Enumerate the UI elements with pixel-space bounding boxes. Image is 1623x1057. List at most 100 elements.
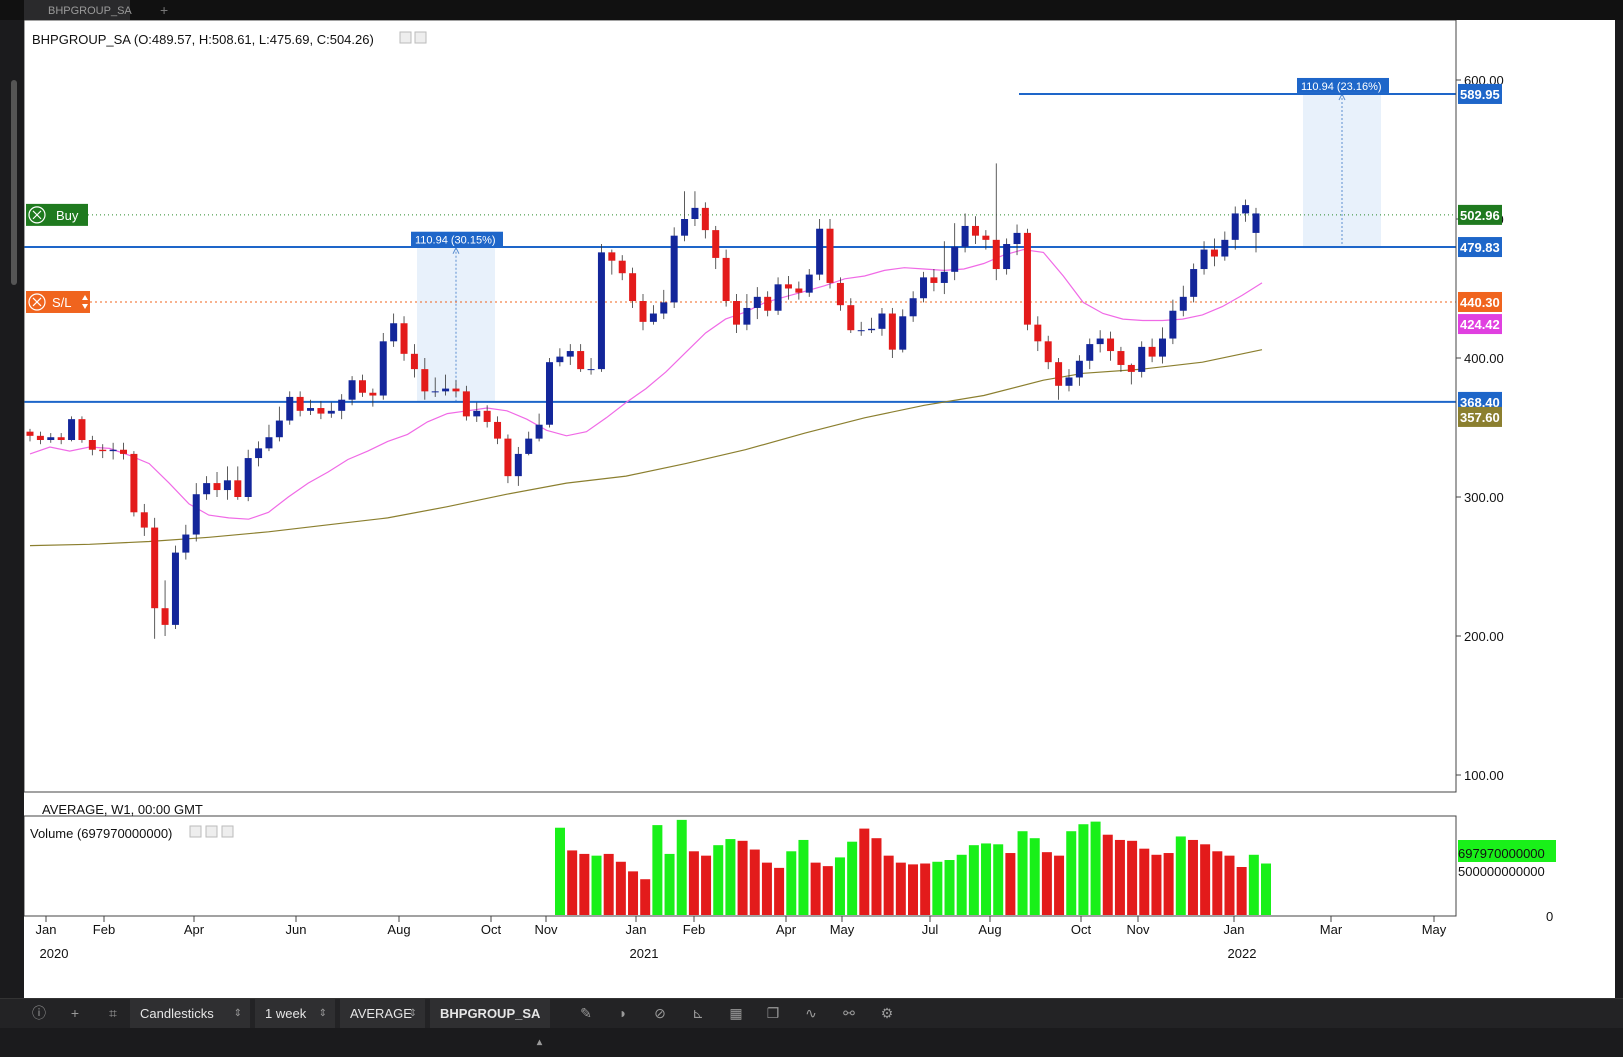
candle-down bbox=[88, 440, 96, 450]
tab-symbol[interactable]: BHPGROUP_SA bbox=[24, 0, 132, 20]
candle-up bbox=[920, 277, 928, 299]
volume-bar bbox=[701, 855, 712, 915]
symbol-select[interactable]: BHPGROUP_SA ▴ bbox=[430, 999, 550, 1048]
candle-down bbox=[78, 419, 86, 441]
candle-up bbox=[681, 219, 689, 236]
candle-down bbox=[1127, 364, 1135, 372]
candle-down bbox=[57, 437, 65, 441]
chart-type-select[interactable]: Candlesticks ⇕ bbox=[130, 999, 250, 1028]
volume-bar bbox=[652, 825, 663, 915]
candle-down bbox=[608, 252, 616, 261]
crosshair-icon[interactable]: + bbox=[70, 1005, 80, 1021]
candle-up bbox=[338, 399, 346, 411]
candle-down bbox=[712, 230, 720, 258]
candle-up bbox=[1221, 239, 1229, 257]
info-icon[interactable]: ⓘ bbox=[32, 1005, 46, 1021]
candle-up bbox=[442, 388, 450, 392]
price-axis-badge-label: 479.83 bbox=[1460, 240, 1500, 255]
settings-icon[interactable] bbox=[399, 31, 412, 44]
price-axis-badge-label: 368.40 bbox=[1460, 395, 1500, 410]
close-icon[interactable] bbox=[28, 293, 46, 311]
candle-up bbox=[940, 271, 948, 283]
y-tick-label: 200.00 bbox=[1464, 629, 1504, 644]
chevron-updown-icon: ⇕ bbox=[318, 1008, 327, 1019]
volume-axis-label: 500000000000 bbox=[1458, 864, 1545, 879]
price-type-select[interactable]: AVERAGE ⇕ bbox=[340, 999, 425, 1028]
price-axis-badge bbox=[1458, 237, 1502, 258]
period-select[interactable]: 1 week ⇕ bbox=[255, 999, 335, 1028]
candle-up bbox=[774, 284, 782, 311]
price-axis-badge-label: 424.42 bbox=[1460, 317, 1500, 332]
settings-icon[interactable] bbox=[189, 825, 202, 838]
link-icon[interactable]: ⚯ bbox=[843, 1005, 855, 1021]
volume-bar bbox=[1151, 854, 1162, 915]
volume-bar bbox=[944, 860, 955, 915]
x-tick-label: Jan bbox=[1224, 922, 1245, 937]
price-pane-border bbox=[23, 19, 1457, 793]
candle-down bbox=[483, 410, 491, 422]
candle-up bbox=[1096, 338, 1104, 345]
x-year-label: 2022 bbox=[1228, 946, 1257, 961]
candle-up bbox=[265, 437, 273, 449]
chart-svg[interactable]: 110.94 (30.15%) 110.94 (23.16%) 697970000… bbox=[23, 19, 1615, 998]
magnet-icon[interactable]: ◗ bbox=[618, 1005, 628, 1021]
y-tick-label: 100.00 bbox=[1464, 768, 1504, 783]
candle-up bbox=[1252, 213, 1260, 233]
volume-bar bbox=[847, 841, 858, 915]
candle-up bbox=[390, 323, 398, 342]
candle-down bbox=[836, 282, 844, 306]
x-tick-label: Aug bbox=[387, 922, 410, 937]
volume-bar bbox=[1078, 824, 1089, 915]
layout-icon[interactable]: ▦ bbox=[729, 1005, 743, 1021]
volume-bar bbox=[1090, 821, 1101, 915]
volume-bar bbox=[591, 855, 602, 915]
candle-down bbox=[722, 257, 730, 302]
moving-average-slow-line bbox=[29, 349, 1263, 547]
candle-up bbox=[660, 302, 668, 314]
buy-button[interactable] bbox=[26, 203, 88, 226]
candle-up bbox=[1190, 269, 1198, 297]
chevron-updown-icon bbox=[82, 294, 88, 309]
measure-label: 110.94 (23.16%) bbox=[1301, 81, 1382, 93]
x-tick-label: Feb bbox=[683, 922, 705, 937]
chart-icon[interactable]: ∿ bbox=[805, 1005, 817, 1021]
candle-down bbox=[494, 421, 502, 439]
close-icon[interactable] bbox=[28, 206, 46, 224]
candle-down bbox=[618, 260, 626, 274]
volume-bar bbox=[1236, 867, 1247, 915]
candle-down bbox=[1055, 362, 1063, 386]
candle-down bbox=[1044, 341, 1052, 363]
settings-icon[interactable] bbox=[205, 825, 218, 838]
measure-label: 110.94 (30.15%) bbox=[415, 235, 496, 247]
y-tick-label: 400.00 bbox=[1464, 351, 1504, 366]
vertical-scrollbar[interactable] bbox=[11, 80, 17, 285]
x-tick-label: Nov bbox=[1126, 922, 1150, 937]
volume-bar bbox=[1041, 852, 1052, 915]
candle-up bbox=[1200, 249, 1208, 270]
add-tab-icon[interactable]: + bbox=[160, 2, 169, 18]
measure-label-bg bbox=[1297, 77, 1389, 93]
candle-up bbox=[1242, 205, 1250, 214]
volume-bar bbox=[1139, 848, 1150, 915]
ruler-icon[interactable]: ⊾ bbox=[692, 1005, 704, 1021]
close-icon[interactable] bbox=[221, 825, 234, 838]
candle-up bbox=[431, 391, 439, 393]
candle-up bbox=[68, 419, 76, 441]
candle-down bbox=[26, 431, 34, 436]
crop-icon[interactable]: ⌗ bbox=[109, 1005, 117, 1021]
hide-icon[interactable]: ⊘ bbox=[654, 1005, 666, 1021]
candle-up bbox=[223, 480, 231, 491]
x-year-label: 2020 bbox=[40, 946, 69, 961]
candle-down bbox=[504, 438, 512, 477]
pencil-icon[interactable]: ✎ bbox=[580, 1005, 592, 1021]
copy-icon[interactable]: ❐ bbox=[766, 1005, 780, 1021]
candle-down bbox=[151, 527, 159, 609]
candle-up bbox=[1231, 213, 1239, 240]
volume-bar bbox=[786, 851, 797, 915]
candle-up bbox=[816, 228, 824, 275]
candle-up bbox=[649, 313, 657, 322]
candle-up bbox=[171, 552, 179, 625]
gear-icon[interactable]: ⚙ bbox=[880, 1005, 894, 1021]
close-icon[interactable] bbox=[414, 31, 427, 44]
price-axis-badge bbox=[1458, 204, 1502, 225]
